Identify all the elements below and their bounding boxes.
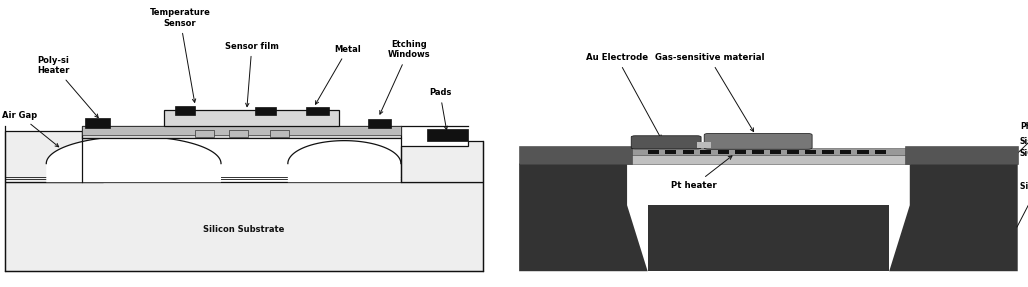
Bar <box>306 107 329 115</box>
Text: Gas-sensitive material: Gas-sensitive material <box>655 53 764 131</box>
Bar <box>270 130 289 137</box>
Bar <box>627 148 910 155</box>
Text: Temperature
Sensor: Temperature Sensor <box>149 8 211 102</box>
Polygon shape <box>401 141 483 182</box>
Text: Pads: Pads <box>429 88 451 130</box>
Bar <box>627 155 910 164</box>
Polygon shape <box>5 131 103 182</box>
Text: Poly-si
Heater: Poly-si Heater <box>37 56 99 118</box>
Text: Pt heater: Pt heater <box>671 156 732 190</box>
FancyBboxPatch shape <box>704 133 812 149</box>
Bar <box>718 150 729 154</box>
FancyBboxPatch shape <box>164 110 339 126</box>
Bar <box>519 146 632 164</box>
Text: Etching
Windows: Etching Windows <box>379 40 431 114</box>
FancyBboxPatch shape <box>82 126 401 135</box>
Polygon shape <box>889 164 1018 271</box>
Bar <box>735 150 746 154</box>
Bar <box>175 106 195 115</box>
Bar <box>697 142 711 148</box>
Polygon shape <box>46 136 221 182</box>
Bar <box>368 119 391 128</box>
FancyBboxPatch shape <box>82 126 401 138</box>
Bar <box>255 107 276 115</box>
Bar <box>752 150 764 154</box>
Bar <box>787 150 799 154</box>
Bar <box>665 150 676 154</box>
Bar <box>683 150 694 154</box>
Polygon shape <box>288 141 401 182</box>
FancyBboxPatch shape <box>5 182 483 271</box>
FancyBboxPatch shape <box>631 136 701 149</box>
Text: Au Electrode: Au Electrode <box>586 53 661 139</box>
Bar <box>229 130 248 137</box>
Bar <box>905 146 1018 164</box>
Text: Sensor film: Sensor film <box>225 42 279 107</box>
Bar <box>875 150 886 154</box>
Text: Si₃N₄: Si₃N₄ <box>1013 137 1028 154</box>
Bar <box>770 150 781 154</box>
Bar <box>805 150 816 154</box>
Text: Metal: Metal <box>316 45 361 104</box>
Bar <box>857 150 869 154</box>
Text: Si wafer: Si wafer <box>1017 183 1028 227</box>
Text: SiO₂: SiO₂ <box>1013 150 1028 162</box>
Bar <box>840 150 851 154</box>
Text: Air Gap: Air Gap <box>2 111 59 147</box>
Bar <box>195 130 214 137</box>
Polygon shape <box>519 164 648 271</box>
Bar <box>648 205 889 271</box>
Bar <box>427 129 468 141</box>
Text: Photoresist: Photoresist <box>1018 122 1028 153</box>
Bar <box>85 118 110 128</box>
Bar <box>822 150 834 154</box>
Text: Silicon Substrate: Silicon Substrate <box>203 225 285 234</box>
Bar <box>648 150 659 154</box>
Bar <box>700 150 711 154</box>
